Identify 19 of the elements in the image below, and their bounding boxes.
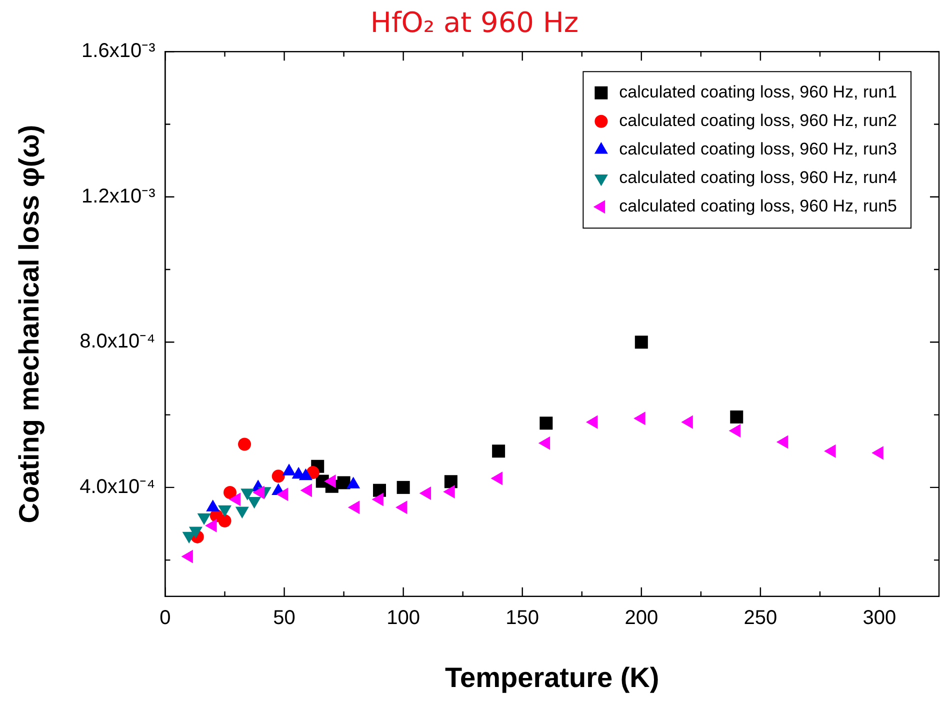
legend-label: calculated coating loss, 960 Hz, run5 (619, 196, 897, 216)
legend-label: calculated coating loss, 960 Hz, run3 (619, 140, 897, 159)
y-tick-label: 1.2x10⁻³ (82, 185, 156, 208)
y-tick-label: 8.0x10⁻⁴ (80, 330, 156, 353)
x-axis-title: Temperature (K) (445, 662, 660, 693)
y-tick-label: 4.0x10⁻⁴ (80, 476, 156, 498)
x-tick-label: 300 (862, 606, 896, 629)
x-tick-label: 150 (506, 606, 540, 629)
legend-label: calculated coating loss, 960 Hz, run1 (619, 82, 897, 102)
x-tick-label: 50 (273, 606, 296, 629)
x-tick-label: 100 (386, 606, 420, 629)
legend-label: calculated coating loss, 960 Hz, run4 (619, 168, 897, 188)
x-tick-label: 200 (624, 606, 658, 629)
chart-title: HfO₂ at 960 Hz (370, 6, 579, 40)
y-axis-title: Coating mechanical loss φ(ω) (14, 124, 45, 524)
legend-label: calculated coating loss, 960 Hz, run2 (619, 111, 897, 130)
x-tick-label: 0 (160, 606, 171, 629)
x-tick-label: 250 (744, 606, 778, 629)
y-tick-label: 1.6x10⁻³ (82, 40, 156, 62)
